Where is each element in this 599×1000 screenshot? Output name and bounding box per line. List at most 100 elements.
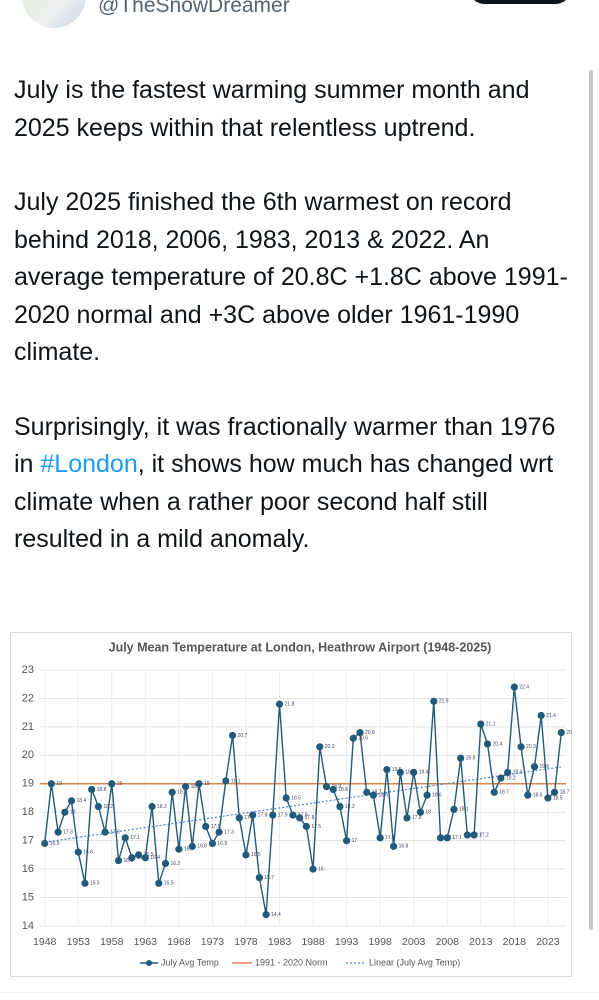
data-label: 16.5 bbox=[144, 852, 154, 858]
data-label: 19 bbox=[117, 781, 123, 787]
data-label: 19.4 bbox=[419, 770, 429, 776]
point bbox=[47, 780, 56, 788]
data-label: 18.9 bbox=[331, 784, 341, 790]
point bbox=[309, 865, 317, 873]
point bbox=[430, 697, 438, 705]
data-label: 18.1 bbox=[459, 807, 469, 813]
point bbox=[410, 768, 418, 776]
divider bbox=[0, 992, 599, 993]
point bbox=[423, 791, 431, 799]
data-label: 18.2 bbox=[157, 804, 167, 810]
point bbox=[296, 814, 304, 822]
point bbox=[262, 911, 270, 919]
data-label: 16.7 bbox=[184, 847, 194, 853]
data-label: 17.9 bbox=[278, 812, 288, 818]
paragraph: July 2025 finished the 6th warmest on re… bbox=[14, 184, 574, 372]
point bbox=[363, 788, 371, 796]
point bbox=[463, 831, 471, 839]
text: July is the fastest warming summer month… bbox=[14, 76, 530, 142]
point bbox=[255, 874, 263, 882]
y-tick-label: 22 bbox=[22, 692, 34, 704]
data-label: 18.7 bbox=[499, 790, 509, 796]
data-label: 15.5 bbox=[164, 881, 174, 887]
point bbox=[128, 854, 136, 862]
data-label: 19.6 bbox=[539, 764, 549, 770]
point bbox=[215, 828, 223, 836]
data-label: 17.8 bbox=[244, 815, 254, 821]
point bbox=[61, 808, 69, 816]
data-label: 16.5 bbox=[251, 852, 261, 858]
point bbox=[416, 808, 425, 816]
point bbox=[168, 788, 176, 796]
x-tick-label: 2018 bbox=[503, 936, 527, 948]
avatar[interactable] bbox=[22, 0, 86, 28]
data-label: 17.8 bbox=[305, 815, 315, 821]
point bbox=[249, 811, 257, 819]
chart-frame bbox=[10, 632, 572, 977]
trend-line bbox=[44, 766, 562, 843]
x-tick-label: 1948 bbox=[33, 936, 57, 948]
data-label: 18.6 bbox=[533, 792, 543, 798]
point bbox=[74, 848, 82, 856]
data-label: 18.5 bbox=[291, 795, 301, 801]
point bbox=[282, 794, 290, 802]
handle[interactable]: @TheSnowDreamer bbox=[98, 0, 290, 17]
point bbox=[316, 743, 324, 751]
data-label: 17.8 bbox=[412, 815, 422, 821]
data-label: 20.3 bbox=[325, 744, 335, 750]
data-label: 16.8 bbox=[399, 844, 409, 850]
x-tick-label: 2003 bbox=[402, 936, 426, 948]
data-label: 18.8 bbox=[338, 787, 348, 793]
hashtag[interactable]: #London bbox=[40, 450, 138, 478]
data-label: 19.1 bbox=[231, 778, 241, 784]
data-label: 17.1 bbox=[130, 835, 140, 841]
legend-label: Linear (July Avg Temp) bbox=[369, 957, 460, 967]
x-tick-label: 2023 bbox=[536, 936, 560, 948]
data-label: 20.4 bbox=[493, 741, 503, 747]
data-label: 17 bbox=[352, 838, 358, 844]
x-tick-label: 1953 bbox=[67, 936, 91, 948]
point bbox=[322, 783, 331, 791]
point bbox=[67, 797, 76, 805]
point bbox=[343, 837, 351, 845]
x-tick-label: 1993 bbox=[335, 936, 359, 948]
data-label: 18.2 bbox=[103, 804, 113, 810]
data-label: 18.8 bbox=[97, 787, 107, 793]
point bbox=[161, 859, 170, 868]
point bbox=[114, 856, 123, 865]
point bbox=[483, 740, 492, 748]
point bbox=[490, 788, 498, 796]
data-label: 17.5 bbox=[311, 824, 321, 830]
point bbox=[349, 734, 357, 742]
data-label: 17.3 bbox=[63, 829, 73, 835]
point bbox=[155, 879, 163, 887]
point bbox=[517, 743, 525, 751]
point bbox=[208, 839, 217, 848]
data-label: 20.7 bbox=[238, 733, 248, 739]
x-tick-label: 1978 bbox=[234, 936, 258, 948]
point bbox=[537, 711, 545, 720]
point bbox=[443, 834, 451, 842]
y-tick-label: 20 bbox=[22, 749, 34, 761]
data-label: 16.9 bbox=[50, 841, 60, 847]
x-tick-label: 1968 bbox=[167, 936, 191, 948]
point bbox=[269, 811, 277, 819]
data-label: 17.3 bbox=[224, 829, 234, 835]
follow-button[interactable] bbox=[468, 0, 572, 4]
data-label: 17.1 bbox=[385, 835, 395, 841]
point bbox=[383, 765, 391, 774]
data-label: 18.7 bbox=[177, 790, 187, 796]
data-label: 20.3 bbox=[526, 744, 536, 750]
y-tick-label: 17 bbox=[22, 835, 34, 847]
point bbox=[135, 851, 143, 859]
point bbox=[188, 842, 196, 850]
point bbox=[302, 822, 310, 831]
point bbox=[81, 879, 89, 887]
point bbox=[181, 783, 190, 791]
point bbox=[202, 822, 210, 831]
point bbox=[242, 851, 250, 859]
data-label: 18.6 bbox=[378, 792, 388, 798]
legend-label: July Avg Temp bbox=[161, 957, 219, 967]
paragraph: July is the fastest warming summer month… bbox=[14, 72, 574, 147]
text: Surprisingly, it was fractionally warmer… bbox=[14, 412, 556, 479]
